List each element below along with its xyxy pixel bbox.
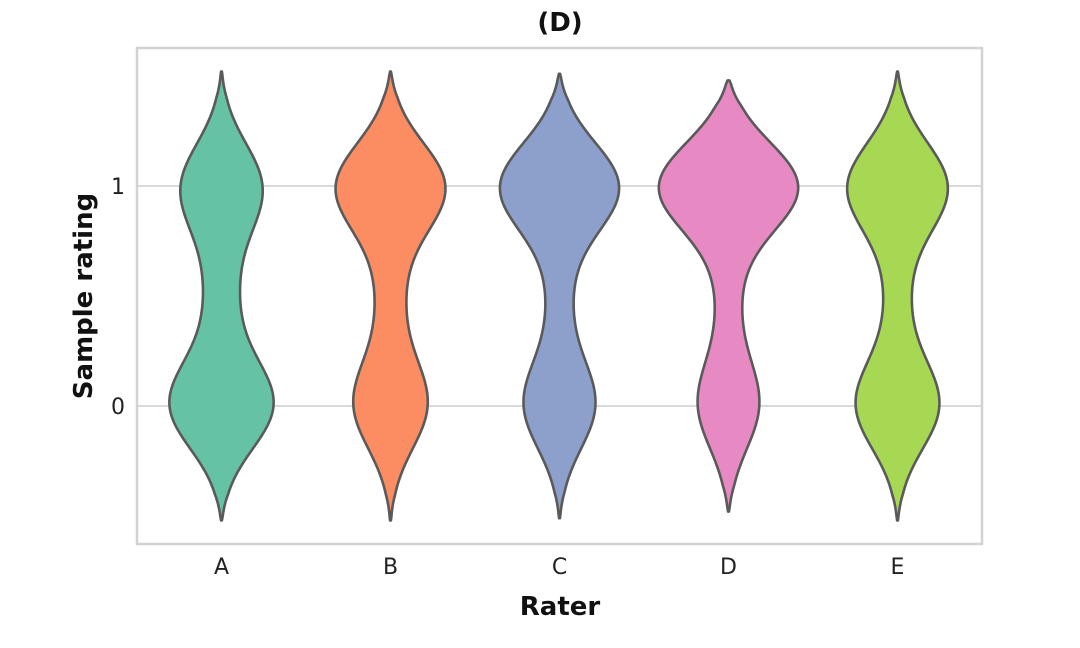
violin-b <box>334 70 447 522</box>
violins <box>168 70 950 522</box>
violin-c <box>498 72 621 520</box>
x-tick-label: A <box>214 555 229 580</box>
y-tick-label: 1 <box>111 175 125 200</box>
x-tick-label: D <box>720 555 737 580</box>
y-tick-label: 0 <box>111 395 125 420</box>
x-tick-label: C <box>552 555 567 580</box>
y-axis-label: Sample rating <box>69 193 99 399</box>
x-tick-label: E <box>891 555 905 580</box>
x-axis-label: Rater <box>520 592 601 622</box>
chart-title: (D) <box>537 8 582 38</box>
plot-frame <box>135 46 984 546</box>
violin-a <box>168 70 275 522</box>
violin-e <box>845 70 950 522</box>
y-tick-labels: 01 <box>111 175 125 420</box>
x-tick-label: B <box>383 555 398 580</box>
x-tick-labels: A B C D E <box>214 555 904 580</box>
violin-d <box>657 79 800 513</box>
